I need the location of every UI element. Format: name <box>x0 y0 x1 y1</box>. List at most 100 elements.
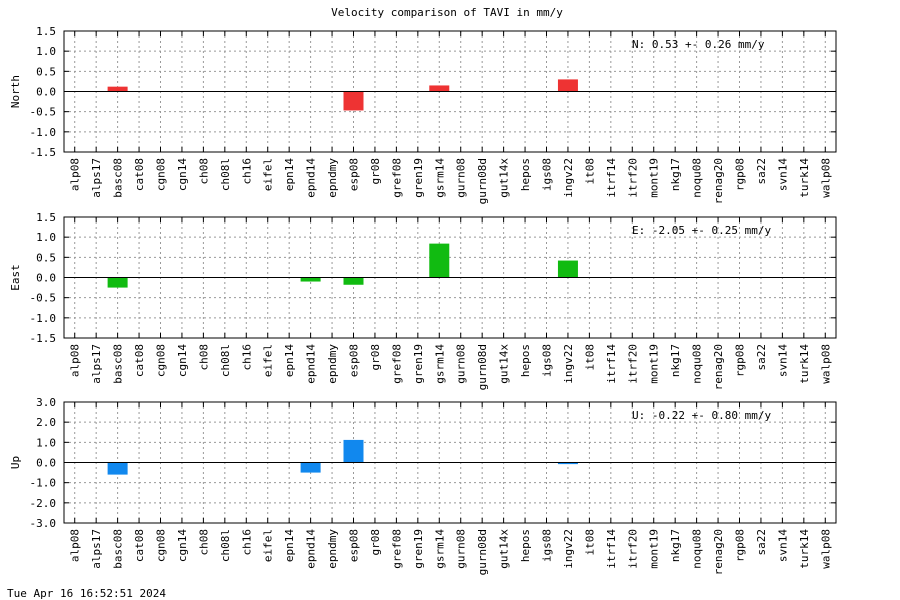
x-tick-label: hepos <box>519 344 532 377</box>
x-tick-label: rgp08 <box>734 344 747 377</box>
x-tick-label: itrf14 <box>605 529 618 569</box>
plot-frame <box>63 216 837 339</box>
x-tick-label: gsrm14 <box>433 344 446 384</box>
x-tick-label: basc08 <box>112 344 125 384</box>
x-tick-label: epndmy <box>326 158 339 198</box>
bar-gsrm14 <box>429 243 450 278</box>
bar-basc08 <box>107 86 128 92</box>
y-tick-label: 1.0 <box>36 45 56 58</box>
x-tick-label: epndmy <box>326 529 339 569</box>
x-tick-label: eifel <box>262 158 275 191</box>
x-tick-label: nkg17 <box>669 158 682 191</box>
x-tick-label: gref08 <box>390 529 403 569</box>
x-tick-label: noqu08 <box>691 344 704 384</box>
y-tick-label: 1.5 <box>36 211 56 224</box>
x-tick-label: igs08 <box>541 158 554 191</box>
x-tick-label: ch16 <box>240 158 253 185</box>
x-tick-label: ch08 <box>197 158 210 185</box>
x-tick-label: gr08 <box>369 344 382 371</box>
x-tick-label: eifel <box>262 529 275 562</box>
x-tick-label: gref08 <box>390 344 403 384</box>
x-tick-label: gsrm14 <box>433 529 446 569</box>
x-tick-label: epnd14 <box>305 158 318 198</box>
x-tick-label: mont19 <box>648 344 661 384</box>
x-tick-label: sa22 <box>755 158 768 185</box>
x-tick-label: itrf14 <box>605 344 618 384</box>
y-tick-label: 1.0 <box>36 231 56 244</box>
x-tick-label: gsrm14 <box>433 158 446 198</box>
x-tick-label: sa22 <box>755 529 768 556</box>
velocity-annotation: N: 0.53 +- 0.26 mm/y <box>632 38 765 51</box>
x-tick-label: mont19 <box>648 529 661 569</box>
x-tick-label: gref08 <box>390 158 403 198</box>
y-tick-label: -2.0 <box>30 497 57 510</box>
timestamp-footer: Tue Apr 16 16:52:51 2024 <box>7 587 166 600</box>
bar-esp08 <box>343 439 364 463</box>
x-tick-label: svn14 <box>776 344 789 377</box>
y-tick-label: -3.0 <box>30 517 57 530</box>
plot-frame <box>63 401 837 524</box>
y-tick-label: -0.5 <box>30 292 57 305</box>
x-tick-label: gut14x <box>498 529 511 569</box>
x-tick-label: svn14 <box>776 529 789 562</box>
y-axis-label: East <box>9 264 22 291</box>
x-tick-label: ch08l <box>219 344 232 377</box>
x-tick-label: alp08 <box>69 158 82 191</box>
y-tick-label: 0.0 <box>36 86 56 99</box>
x-tick-label: it08 <box>583 529 596 556</box>
x-tick-label: gurn08 <box>455 158 468 198</box>
x-tick-label: igs08 <box>541 344 554 377</box>
x-tick-label: cat08 <box>133 158 146 191</box>
x-tick-label: gurn08d <box>476 158 489 204</box>
y-tick-label: 0.0 <box>36 457 56 470</box>
x-tick-label: gr08 <box>369 529 382 556</box>
bar-esp08 <box>343 91 364 111</box>
x-tick-label: epn14 <box>283 529 296 562</box>
x-tick-label: nkg17 <box>669 344 682 377</box>
x-tick-label: itrf20 <box>626 344 639 384</box>
bar-basc08 <box>107 462 128 475</box>
y-tick-label: 0.5 <box>36 65 56 78</box>
chart-title: Velocity comparison of TAVI in mm/y <box>331 6 563 19</box>
x-tick-label: walp08 <box>819 529 832 569</box>
x-tick-label: epnd14 <box>305 344 318 384</box>
x-tick-label: cgn14 <box>176 158 189 191</box>
x-tick-label: esp08 <box>348 158 361 191</box>
x-tick-label: hepos <box>519 158 532 191</box>
bar-ingv22 <box>557 462 578 465</box>
x-tick-label: gr08 <box>369 158 382 185</box>
x-tick-label: svn14 <box>776 158 789 191</box>
x-tick-label: noqu08 <box>691 529 704 569</box>
x-tick-label: turk14 <box>798 529 811 569</box>
x-tick-label: esp08 <box>348 344 361 377</box>
x-tick-label: gren19 <box>412 158 425 198</box>
y-tick-label: 1.5 <box>36 25 56 38</box>
x-tick-label: cat08 <box>133 529 146 562</box>
x-tick-label: alps17 <box>90 158 103 198</box>
y-axis-label: Up <box>9 456 22 469</box>
x-tick-label: nkg17 <box>669 529 682 562</box>
x-tick-label: rgp08 <box>734 158 747 191</box>
x-tick-label: renag20 <box>712 158 725 204</box>
x-tick-label: cgn08 <box>155 529 168 562</box>
x-tick-label: alp08 <box>69 529 82 562</box>
x-tick-label: renag20 <box>712 529 725 575</box>
x-tick-label: alps17 <box>90 529 103 569</box>
x-tick-label: ch08 <box>197 529 210 556</box>
y-tick-label: -1.0 <box>30 126 57 139</box>
x-tick-label: alps17 <box>90 344 103 384</box>
bar-ingv22 <box>557 260 578 278</box>
x-tick-label: cgn14 <box>176 529 189 562</box>
x-tick-label: cgn14 <box>176 344 189 377</box>
y-tick-label: -1.5 <box>30 146 57 159</box>
y-tick-label: 2.0 <box>36 416 56 429</box>
x-tick-label: itrf20 <box>626 158 639 198</box>
x-tick-label: gut14x <box>498 158 511 198</box>
bar-epnd14 <box>300 462 321 473</box>
x-tick-label: ch08 <box>197 344 210 371</box>
bar-gsrm14 <box>429 85 450 92</box>
y-tick-label: -1.0 <box>30 312 57 325</box>
x-tick-label: turk14 <box>798 344 811 384</box>
x-tick-label: eifel <box>262 344 275 377</box>
plot-frame <box>63 30 837 153</box>
